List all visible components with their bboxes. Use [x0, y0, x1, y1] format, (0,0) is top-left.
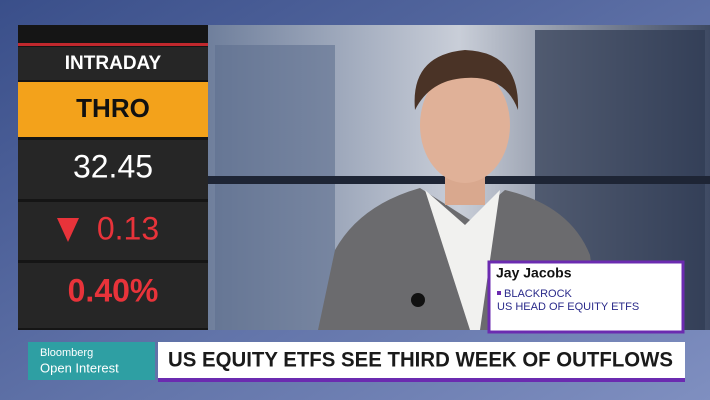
ticker-symbol: THRO	[76, 93, 150, 123]
ticker-panel: INTRADAY THRO 32.45 0.13 0.40%	[18, 25, 208, 330]
guest-organization: BLACKROCK	[504, 288, 573, 300]
show-box	[28, 342, 155, 380]
headline-box	[158, 342, 685, 378]
headline-underline	[158, 378, 685, 382]
price-row	[18, 140, 208, 199]
microphone	[411, 293, 425, 307]
shirt	[425, 190, 500, 330]
ticker-percent: 0.40%	[68, 272, 159, 308]
program-name: Open Interest	[40, 360, 119, 375]
ticker-label: INTRADAY	[65, 53, 162, 74]
bullet	[497, 291, 501, 295]
guest-name: Jay Jacobs	[496, 265, 572, 281]
headline: US EQUITY ETFS SEE THIRD WEEK OF OUTFLOW…	[168, 349, 673, 372]
hair	[414, 50, 519, 110]
change-row	[18, 202, 208, 260]
ticker-change: 0.13	[97, 210, 159, 246]
accent-line	[18, 43, 208, 46]
down-arrow	[57, 218, 79, 242]
guest-role: US HEAD OF EQUITY ETFS	[497, 301, 639, 313]
building	[215, 45, 335, 330]
label-row	[18, 47, 208, 80]
ticker-price: 32.45	[73, 148, 153, 184]
headline-bar: Bloomberg Open Interest US EQUITY ETFS S…	[28, 342, 685, 382]
face	[420, 67, 510, 183]
guest-box	[487, 260, 685, 334]
percent-row	[18, 263, 208, 328]
network-name: Bloomberg	[40, 347, 93, 359]
symbol-row	[18, 82, 208, 137]
lower-third: Jay Jacobs BLACKROCK US HEAD OF EQUITY E…	[487, 260, 685, 334]
